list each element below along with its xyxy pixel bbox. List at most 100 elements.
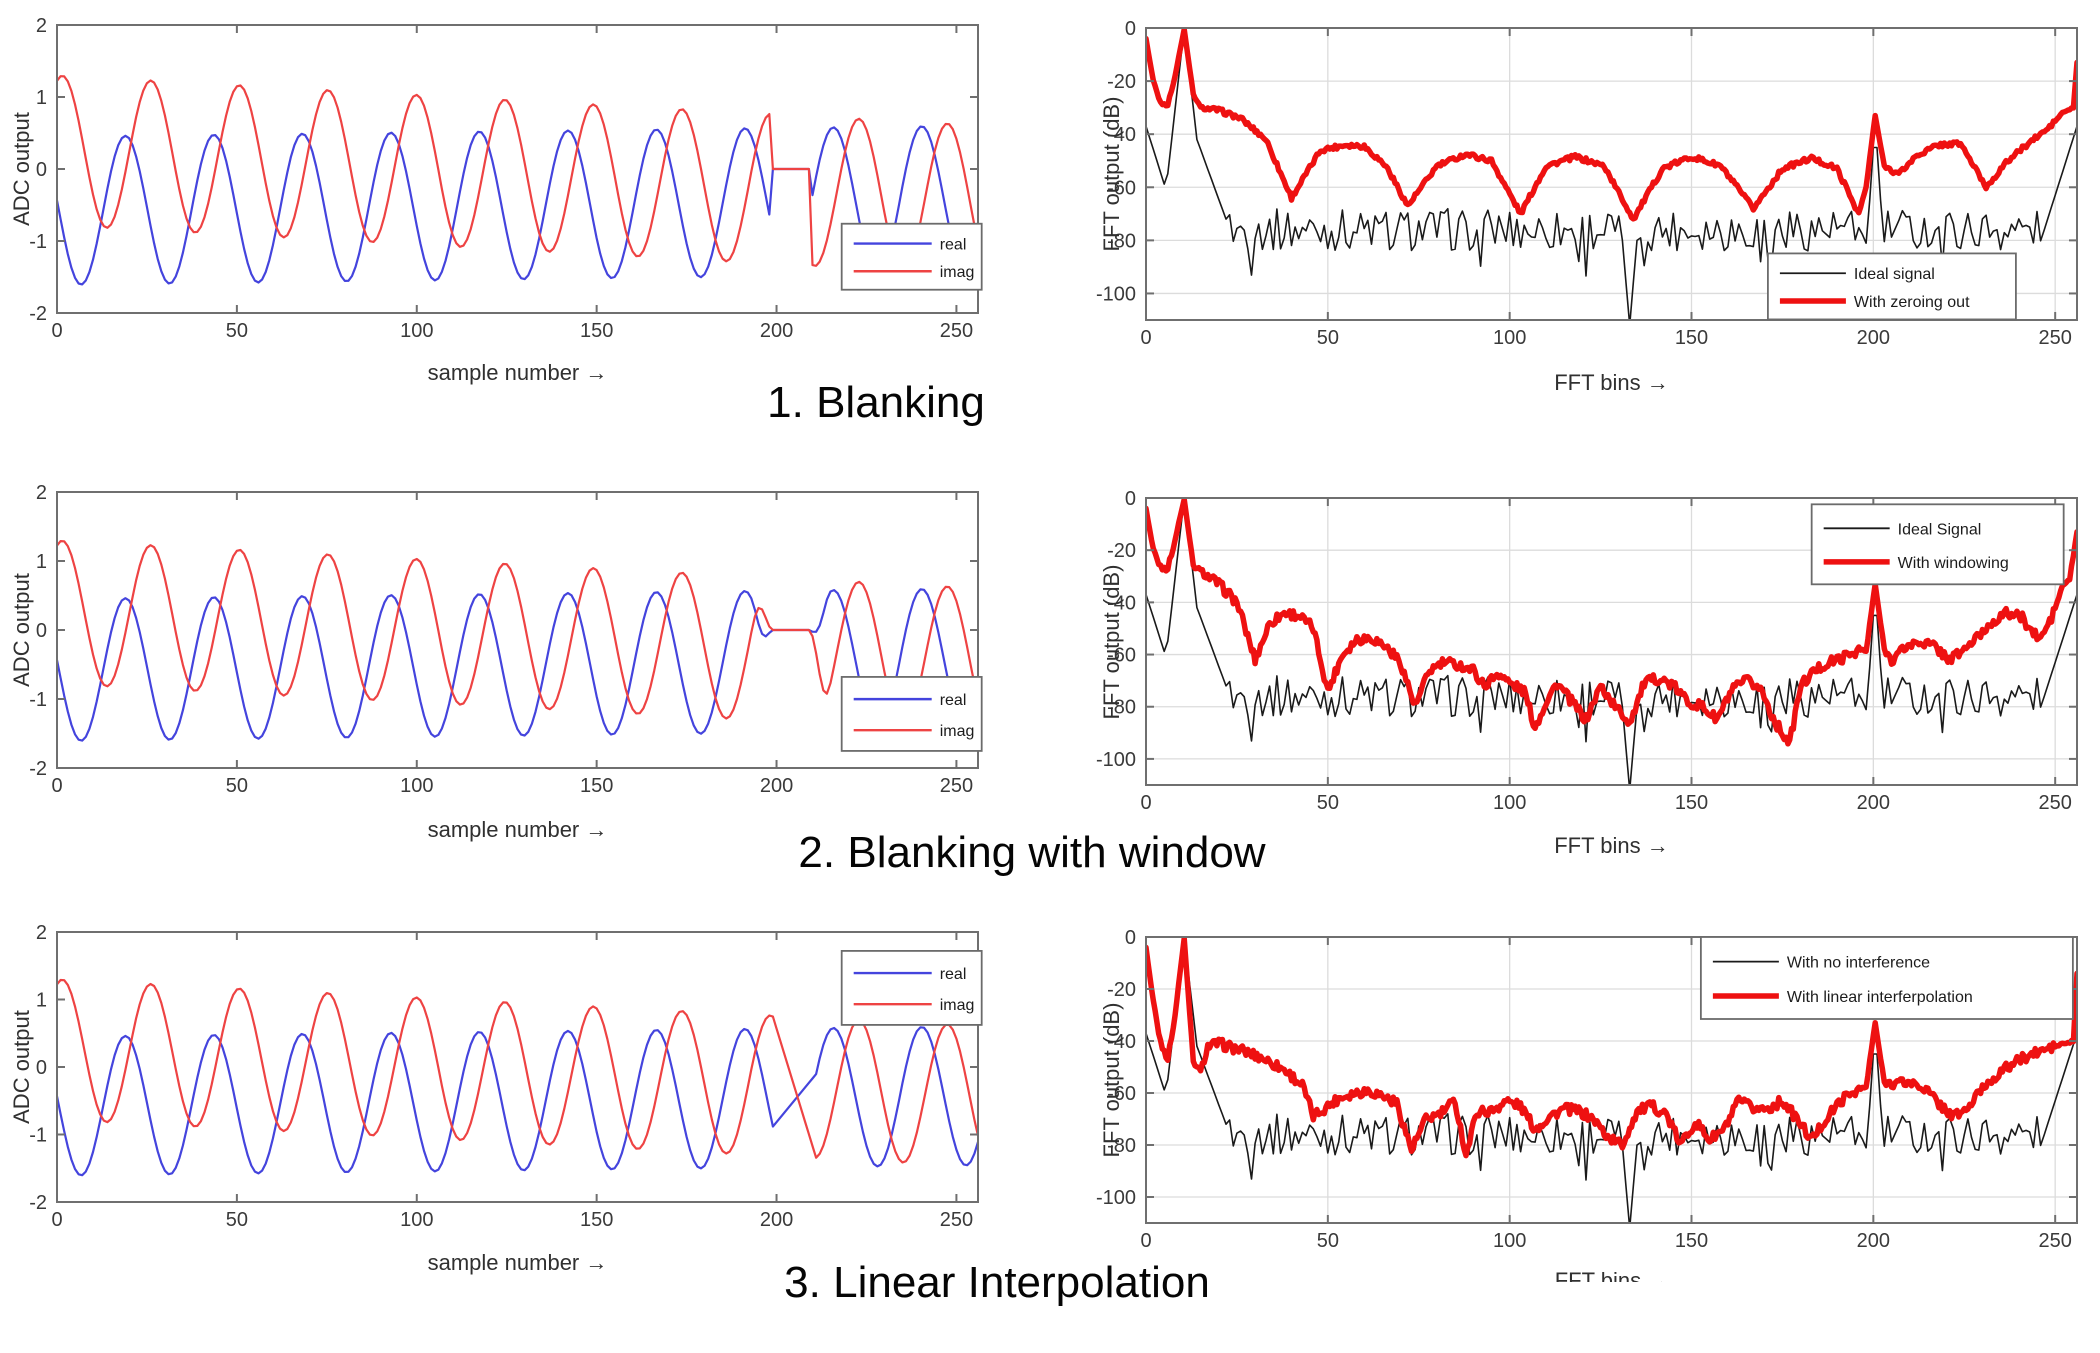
x-tick-label: 250 bbox=[2038, 792, 2071, 814]
plot-background bbox=[57, 492, 978, 768]
legend-entry-label: imag bbox=[940, 723, 975, 740]
y-tick-label: 0 bbox=[1125, 18, 1136, 40]
x-tick-label: 50 bbox=[226, 775, 248, 797]
x-tick-label: 250 bbox=[940, 1209, 973, 1231]
y-tick-label: -1 bbox=[29, 1125, 47, 1147]
y-tick-label: 1 bbox=[36, 551, 47, 573]
y-tick-label: -100 bbox=[1096, 1187, 1136, 1209]
axis-box bbox=[1145, 936, 2078, 1224]
adc-output-ylabel: ADC output bbox=[9, 1010, 34, 1124]
ticks: 0 50 100 150 200 250 0 -20 -40 -60 -80 -100 bbox=[1096, 488, 2077, 814]
series-group bbox=[57, 978, 978, 1177]
x-tick-label: 100 bbox=[1493, 327, 1526, 349]
x-tick-label: 200 bbox=[1857, 792, 1890, 814]
axis-box bbox=[1145, 497, 2078, 786]
y-tick-label: -80 bbox=[1107, 697, 1136, 719]
real-series-path bbox=[57, 1026, 978, 1177]
adc-output-ylabel: ADC output bbox=[9, 112, 34, 226]
y-tick-label: 1 bbox=[36, 990, 47, 1012]
fft-bins-xlabel: FFT bins → bbox=[1554, 370, 1669, 395]
fft-bins-xlabel-clipped: FFT bins → bbox=[1501, 1269, 1723, 1282]
axis-box bbox=[1145, 27, 2078, 321]
x-tick-label: 250 bbox=[2038, 1230, 2071, 1252]
legend: Ideal signal With zeroing out bbox=[1767, 252, 2017, 321]
fft-bins-xlabel-text: FFT bins → bbox=[1554, 1269, 1670, 1282]
x-tick-label: 0 bbox=[1140, 1230, 1151, 1252]
x-tick-label: 50 bbox=[226, 1209, 248, 1231]
y-tick-label: -100 bbox=[1096, 283, 1136, 305]
y-tick-label: -40 bbox=[1107, 592, 1136, 614]
y-tick-label: 2 bbox=[36, 15, 47, 37]
legend-entry-label: With zeroing out bbox=[1854, 294, 1970, 311]
y-tick-label: -60 bbox=[1107, 1083, 1136, 1105]
processed-fft-path bbox=[1146, 937, 2077, 1159]
y-tick-label: -20 bbox=[1107, 979, 1136, 1001]
x-tick-label: 150 bbox=[580, 775, 613, 797]
y-tick-label: -80 bbox=[1107, 1135, 1136, 1157]
legend: Ideal Signal With windowing bbox=[1810, 503, 2065, 586]
y-tick-label: -80 bbox=[1107, 230, 1136, 252]
x-tick-label: 200 bbox=[760, 320, 793, 342]
ticks: 0 50 100 150 200 250 -2 -1 0 1 2 bbox=[29, 922, 978, 1231]
series-group bbox=[1146, 937, 2077, 1223]
caption-blanking-with-window: 2. Blanking with window bbox=[798, 828, 1266, 877]
imag-series-path bbox=[57, 978, 978, 1164]
fft-output-ylabel: FFT output (dB) bbox=[1099, 1002, 1124, 1158]
x-tick-label: 100 bbox=[1493, 1230, 1526, 1252]
ticks: 0 50 100 150 200 250 -2 -1 0 1 2 bbox=[29, 482, 978, 797]
legend-entry-label: With linear interferpolation bbox=[1787, 989, 1973, 1006]
y-tick-label: -2 bbox=[29, 758, 47, 780]
y-tick-label: -100 bbox=[1096, 749, 1136, 771]
legend-entry-label: Ideal signal bbox=[1854, 266, 1935, 283]
x-tick-label: 0 bbox=[51, 320, 62, 342]
y-tick-label: -60 bbox=[1107, 177, 1136, 199]
x-tick-label: 50 bbox=[1317, 1230, 1339, 1252]
series-group bbox=[57, 539, 978, 742]
x-tick-label: 200 bbox=[1857, 1230, 1890, 1252]
real-series-path bbox=[57, 588, 978, 742]
y-tick-label: 1 bbox=[36, 87, 47, 109]
fft-canvas: 0 50 100 150 200 250 0 -20 -40 -60 -80 -100 With no … bbox=[1096, 927, 2078, 1252]
y-tick-label: 2 bbox=[36, 482, 47, 504]
legend-entry-label: real bbox=[940, 966, 967, 983]
caption-blanking: 1. Blanking bbox=[767, 378, 985, 427]
ideal-fft-path bbox=[1146, 43, 2077, 320]
x-tick-label: 50 bbox=[226, 320, 248, 342]
x-tick-label: 0 bbox=[1140, 327, 1151, 349]
x-tick-label: 150 bbox=[1675, 792, 1708, 814]
caption-linear-interpolation: 3. Linear Interpolation bbox=[784, 1258, 1210, 1307]
td-canvas: 0 50 100 150 200 250 -2 -1 0 1 2 real imag bbox=[29, 482, 983, 797]
x-tick-label: 150 bbox=[580, 320, 613, 342]
x-tick-label: 200 bbox=[760, 775, 793, 797]
ticks: 0 50 100 150 200 250 -2 -1 0 1 2 bbox=[29, 15, 978, 342]
legend: real imag bbox=[840, 949, 983, 1026]
x-tick-label: 100 bbox=[400, 320, 433, 342]
y-tick-label: -2 bbox=[29, 303, 47, 325]
legend-entry-label: With windowing bbox=[1898, 555, 2009, 572]
legend: real imag bbox=[840, 676, 983, 752]
x-tick-label: 100 bbox=[1493, 792, 1526, 814]
sample-number-xlabel: sample number → bbox=[427, 1250, 608, 1275]
y-tick-label: -20 bbox=[1107, 540, 1136, 562]
ideal-fft-path bbox=[1146, 512, 2077, 785]
y-tick-label: -1 bbox=[29, 231, 47, 253]
y-tick-label: -20 bbox=[1107, 71, 1136, 93]
x-tick-label: 0 bbox=[51, 775, 62, 797]
processed-fft-path bbox=[1146, 28, 2077, 222]
x-tick-label: 250 bbox=[2038, 327, 2071, 349]
fft-canvas: 0 50 100 150 200 250 0 -20 -40 -60 -80 -100 Ideal si… bbox=[1096, 18, 2078, 349]
processed-fft-path bbox=[1146, 498, 2077, 747]
fft-output-ylabel: FFT output (dB) bbox=[1099, 564, 1124, 719]
plot-background bbox=[57, 25, 978, 313]
y-tick-label: 0 bbox=[36, 620, 47, 642]
y-tick-label: 0 bbox=[36, 159, 47, 181]
x-tick-label: 250 bbox=[940, 320, 973, 342]
series-group bbox=[1146, 28, 2077, 320]
series-group bbox=[1146, 498, 2077, 785]
y-tick-label: 2 bbox=[36, 922, 47, 944]
td-canvas: 0 50 100 150 200 250 -2 -1 0 1 2 real imag bbox=[29, 922, 983, 1231]
fft-canvas: 0 50 100 150 200 250 0 -20 -40 -60 -80 -100 Ideal Si… bbox=[1096, 488, 2078, 814]
x-tick-label: 200 bbox=[1857, 327, 1890, 349]
x-tick-label: 100 bbox=[400, 1209, 433, 1231]
y-tick-label: -60 bbox=[1107, 645, 1136, 667]
